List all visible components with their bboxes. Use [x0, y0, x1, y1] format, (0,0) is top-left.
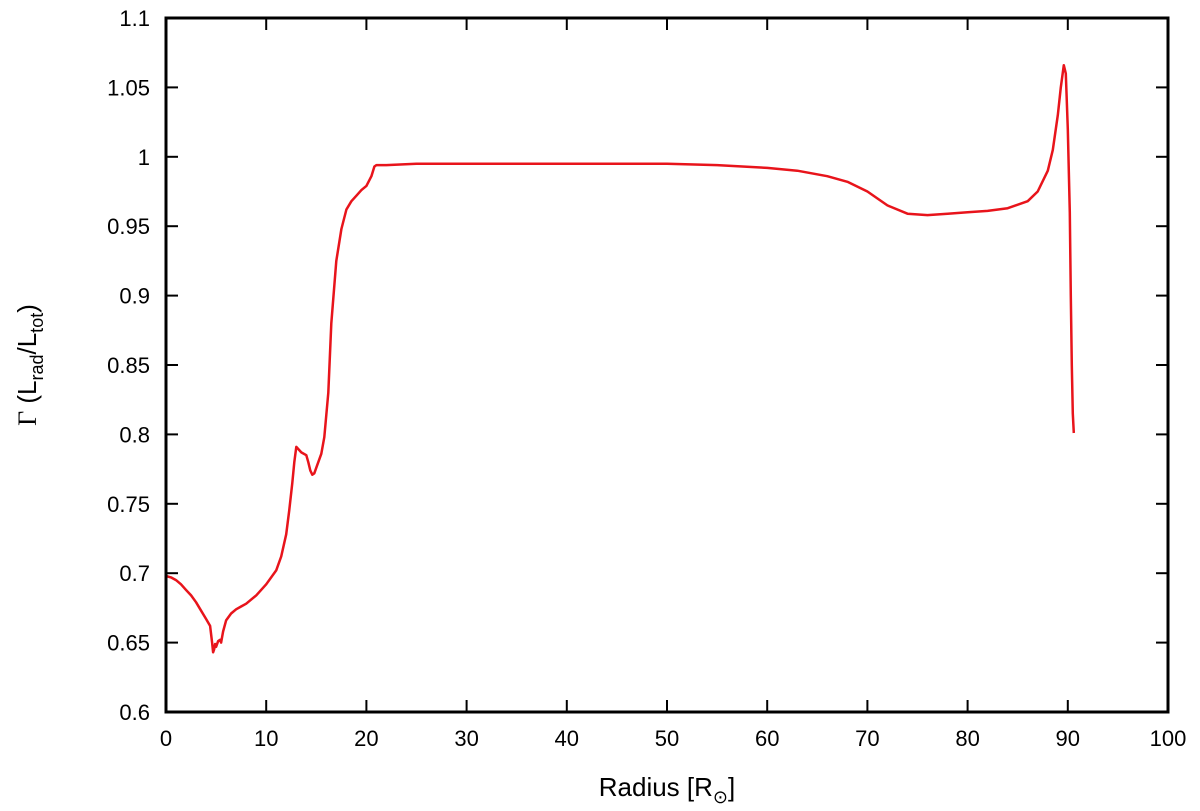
y-tick-label: 0.9 [119, 284, 150, 309]
x-tick-label: 10 [254, 726, 278, 751]
series-line [165, 63, 1076, 654]
x-tick-label: 40 [555, 726, 579, 751]
y-tick-label: 0.7 [119, 561, 150, 586]
y-axis-label-symbol: Γ [13, 411, 42, 426]
x-tick-label: 60 [755, 726, 779, 751]
y-tick-label: 0.85 [107, 353, 150, 378]
x-tick-label: 0 [160, 726, 172, 751]
x-tick-label: 30 [454, 726, 478, 751]
y-tick-label: 1 [138, 145, 150, 170]
x-tick-label: 70 [855, 726, 879, 751]
y-axis-label: Γ (Lrad/Ltot) [12, 304, 47, 426]
x-tick-label: 100 [1150, 726, 1187, 751]
y-tick-label: 0.75 [107, 492, 150, 517]
y-tick-label: 0.6 [119, 700, 150, 725]
y-tick-label: 1.05 [107, 75, 150, 100]
x-axis-label: Radius [R⊙] [599, 772, 735, 807]
x-tick-label: 80 [955, 726, 979, 751]
y-tick-label: 1.1 [119, 6, 150, 31]
x-tick-label: 20 [354, 726, 378, 751]
y-axis-label-sub1: rad [27, 354, 47, 380]
x-axis-label-sub: ⊙ [713, 787, 728, 807]
y-tick-label: 0.65 [107, 631, 150, 656]
x-tick-label: 90 [1056, 726, 1080, 751]
y-tick-label: 0.8 [119, 422, 150, 447]
tick-labels: 0 10 20 30 40 50 60 70 80 90 100 0.6 0.65 0.7 0.75 0.8 0… [107, 6, 1186, 751]
plot-frame [164, 16, 1170, 714]
x-tick-label: 50 [655, 726, 679, 751]
series-layer [165, 63, 1076, 654]
y-axis-label-sub2: tot [27, 313, 47, 333]
y-tick-label: 0.95 [107, 214, 150, 239]
